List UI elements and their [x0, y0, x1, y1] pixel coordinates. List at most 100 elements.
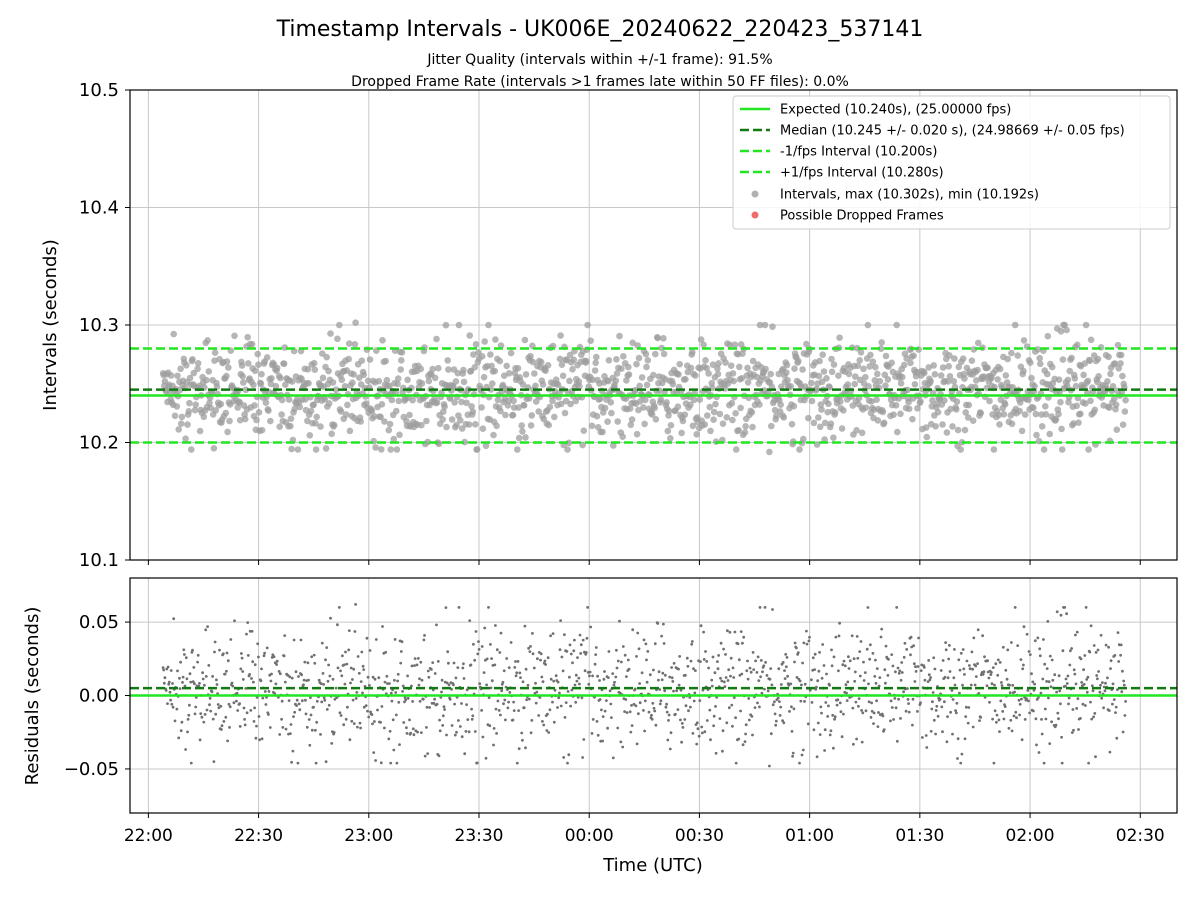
- interval-point: [406, 411, 413, 419]
- residual-point: [517, 747, 521, 751]
- residual-point: [1084, 606, 1088, 609]
- interval-point: [507, 349, 515, 357]
- interval-point: [537, 358, 545, 366]
- residual-point: [914, 665, 917, 669]
- interval-point: [521, 336, 529, 344]
- interval-point: [241, 415, 249, 423]
- residual-point: [225, 651, 229, 655]
- residual-point: [1106, 676, 1109, 680]
- interval-point: [1105, 353, 1112, 361]
- residual-point: [924, 734, 928, 737]
- residual-point: [1099, 683, 1102, 687]
- residual-point: [658, 702, 662, 706]
- residual-point: [417, 683, 421, 687]
- residual-point: [700, 731, 704, 735]
- interval-point: [719, 420, 727, 428]
- interval-point: [1018, 427, 1026, 435]
- residual-point: [1092, 715, 1095, 719]
- interval-point: [1040, 446, 1048, 453]
- residual-point: [269, 679, 273, 683]
- residual-point: [616, 659, 620, 663]
- interval-point: [174, 372, 181, 380]
- residual-point: [1085, 690, 1089, 694]
- interval-point: [934, 408, 942, 416]
- residual-point: [264, 703, 268, 706]
- interval-point: [821, 419, 829, 427]
- residual-point: [663, 689, 667, 693]
- interval-point: [712, 400, 719, 408]
- residual-point: [941, 730, 944, 734]
- interval-point: [1057, 328, 1065, 335]
- interval-point: [961, 375, 968, 382]
- residual-point: [334, 686, 338, 690]
- residual-point: [259, 679, 263, 683]
- interval-point: [1059, 356, 1067, 363]
- interval-point: [1031, 383, 1038, 390]
- residual-point: [685, 656, 689, 660]
- interval-point: [795, 357, 802, 365]
- residual-point: [184, 656, 188, 660]
- residual-point: [660, 634, 663, 638]
- interval-point: [682, 376, 689, 383]
- residual-point: [806, 722, 810, 726]
- residual-point: [1031, 680, 1035, 684]
- residual-point: [249, 709, 253, 712]
- interval-point: [984, 364, 991, 372]
- legend-intervals-marker: [751, 190, 759, 198]
- residual-point: [506, 706, 510, 710]
- interval-point: [258, 370, 265, 378]
- residual-point: [477, 640, 480, 643]
- interval-point: [294, 446, 302, 453]
- residual-point: [899, 717, 902, 720]
- residual-point: [495, 732, 498, 735]
- residual-point: [721, 749, 724, 753]
- intervals-y-tick-label: 10.4: [79, 198, 119, 219]
- interval-point: [478, 404, 485, 411]
- residual-point: [485, 683, 488, 687]
- residual-point: [516, 660, 520, 663]
- residual-point: [411, 700, 414, 703]
- residual-point: [178, 676, 181, 680]
- residual-point: [782, 721, 786, 725]
- residual-point: [489, 643, 492, 646]
- interval-point: [1071, 375, 1079, 382]
- residual-point: [391, 718, 395, 722]
- residual-point: [401, 684, 405, 688]
- residual-point: [968, 667, 972, 671]
- residual-point: [350, 719, 354, 723]
- residual-point: [440, 690, 443, 694]
- residual-point: [611, 756, 615, 760]
- residual-point: [552, 679, 556, 683]
- residual-point: [405, 732, 409, 735]
- interval-point: [1073, 402, 1080, 410]
- residual-point: [594, 646, 598, 649]
- residual-point: [790, 730, 794, 733]
- residual-point: [1090, 684, 1094, 688]
- residual-point: [956, 757, 959, 760]
- residual-point: [211, 675, 215, 678]
- interval-point: [783, 369, 790, 376]
- residual-point: [832, 655, 836, 659]
- interval-point: [288, 445, 295, 453]
- interval-point: [657, 396, 665, 404]
- residual-point: [480, 709, 483, 712]
- residual-point: [845, 699, 849, 702]
- interval-point: [961, 426, 969, 434]
- residual-point: [215, 683, 219, 686]
- residual-point: [854, 700, 858, 704]
- interval-point: [1004, 355, 1011, 363]
- residual-point: [186, 717, 190, 721]
- interval-point: [767, 370, 774, 378]
- residual-point: [664, 705, 668, 709]
- interval-point: [1086, 357, 1094, 365]
- residual-point: [731, 724, 734, 728]
- residual-point: [435, 702, 439, 706]
- residual-point: [1026, 689, 1030, 692]
- interval-point: [334, 335, 341, 343]
- residual-point: [203, 683, 206, 687]
- residual-point: [326, 679, 330, 683]
- residual-point: [277, 670, 281, 673]
- residual-point: [598, 679, 601, 682]
- residual-point: [648, 673, 652, 677]
